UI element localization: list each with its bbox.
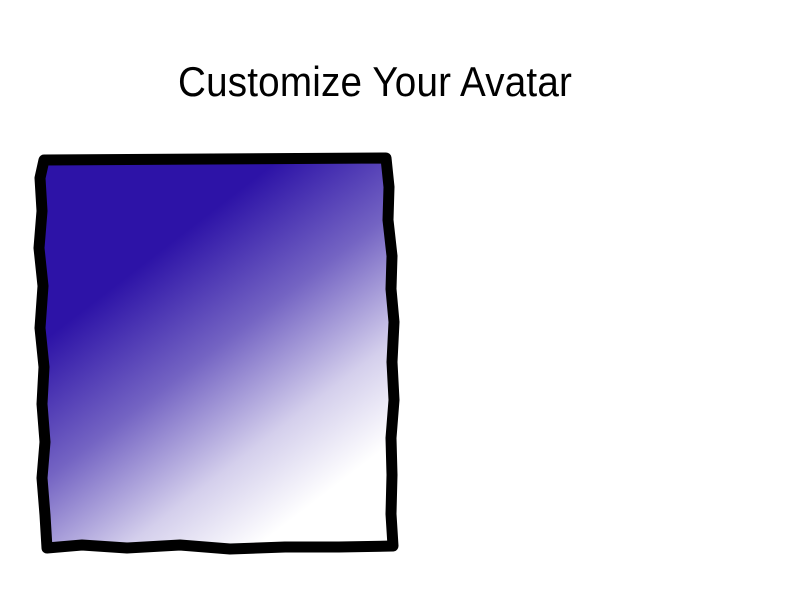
page-title: Customize Your Avatar	[178, 58, 573, 105]
avatar-fill-area	[39, 158, 394, 549]
avatar-frame	[33, 152, 400, 555]
avatar-preview[interactable]	[33, 148, 402, 560]
